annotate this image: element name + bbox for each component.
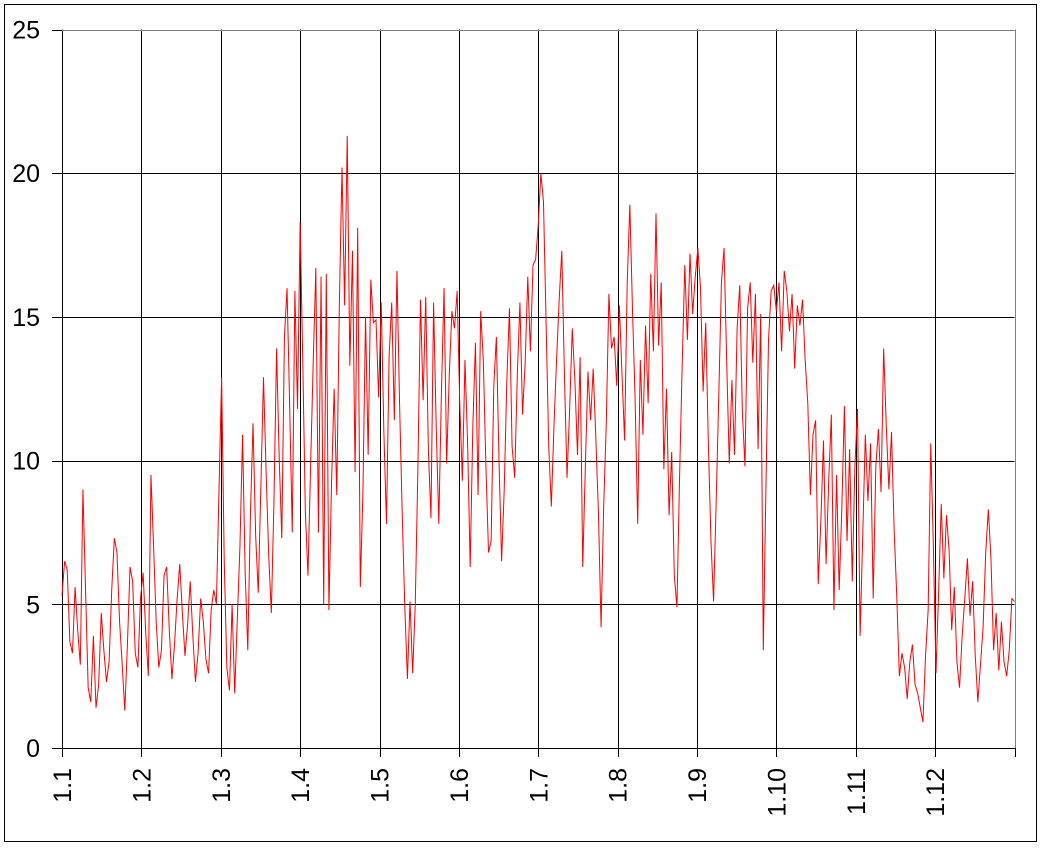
y-tick-label: 5 [26, 591, 40, 619]
x-tick-label: 1.11 [843, 768, 871, 815]
x-tick-label: 1.2 [128, 768, 156, 803]
x-tick-label: 1.10 [763, 768, 791, 817]
y-axis-labels: 0 5 10 15 20 25 [12, 17, 40, 764]
y-tick-label: 15 [12, 304, 40, 332]
axis-tick-marks [52, 30, 1016, 757]
y-tick-label: 25 [12, 17, 40, 45]
y-tick-label: 10 [12, 448, 40, 476]
x-tick-label: 1.12 [922, 768, 950, 817]
x-tick-label: 1.6 [446, 768, 474, 803]
x-tick-label: 1.8 [605, 768, 633, 803]
y-tick-label: 0 [26, 735, 40, 763]
x-tick-label: 1.1 [49, 768, 77, 803]
data-series-line [61, 135, 1015, 723]
x-tick-label: 1.9 [684, 768, 712, 803]
x-tick-label: 1.7 [525, 768, 553, 803]
figure-border [4, 4, 1037, 842]
plot-area-border [62, 29, 1016, 748]
x-tick-label: 1.5 [367, 768, 395, 803]
y-tick-label: 20 [12, 160, 40, 188]
gridlines [62, 29, 1015, 748]
x-tick-label: 1.4 [287, 768, 315, 803]
x-tick-label: 1.3 [208, 768, 236, 803]
x-axis-labels: 1.1 1.2 1.3 1.4 1.5 1.6 1.7 1.8 1.9 1.10 1.11 1.12 [49, 768, 950, 817]
